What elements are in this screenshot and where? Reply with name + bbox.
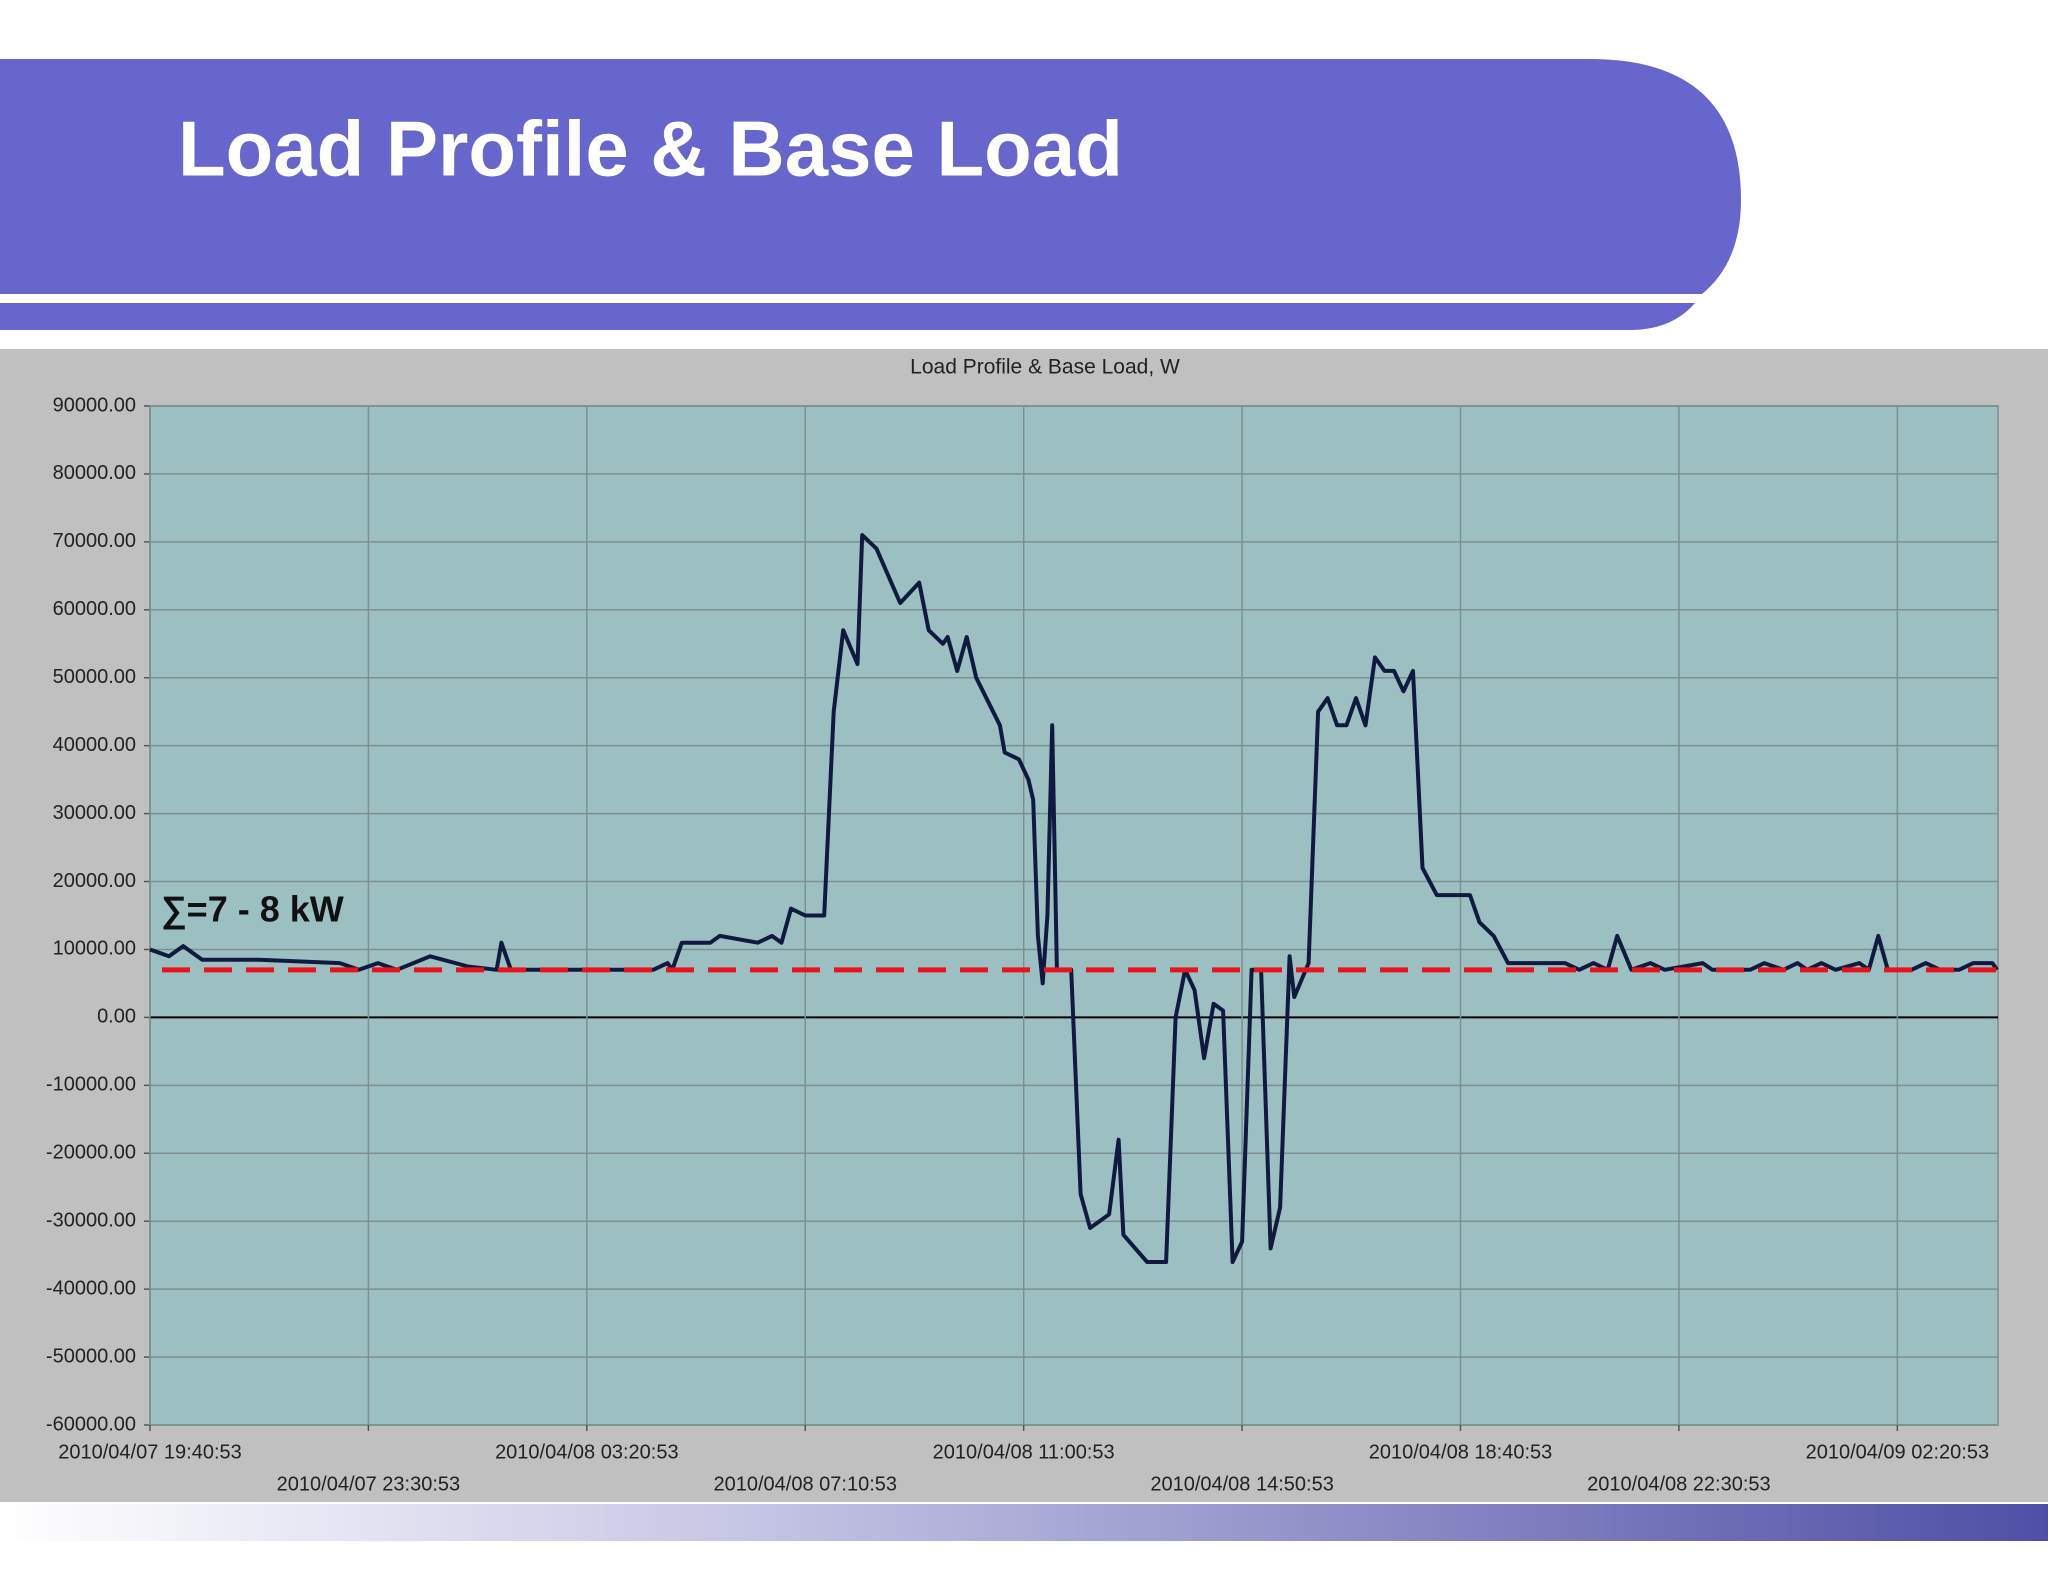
y-tick-label: 60000.00 <box>53 598 136 620</box>
y-tick-label: 70000.00 <box>53 530 136 552</box>
y-tick-label: -60000.00 <box>46 1413 136 1435</box>
title-banner <box>0 59 1741 294</box>
plot-area <box>149 405 1999 1426</box>
y-tick-label: 0.00 <box>97 1006 136 1028</box>
y-tick-label: -20000.00 <box>46 1142 136 1164</box>
chart: Load Profile & Base Load, W -60000.00 -50… <box>46 356 1999 1495</box>
annotation: ∑=7 - 8 kW <box>161 888 344 929</box>
x-tick-label: 2010/04/08 14:50:53 <box>1150 1473 1334 1495</box>
y-tick-label: 20000.00 <box>53 870 136 892</box>
title-stripe <box>0 303 1695 330</box>
y-tick-label: -30000.00 <box>46 1209 136 1231</box>
x-tick-label: 2010/04/07 23:30:53 <box>277 1473 461 1495</box>
y-tick-label: 50000.00 <box>53 666 136 688</box>
chart-title: Load Profile & Base Load, W <box>910 356 1180 379</box>
x-tick-label: 2010/04/08 11:00:53 <box>933 1441 1115 1463</box>
y-tick-label: -10000.00 <box>46 1074 136 1096</box>
x-tick-label: 2010/04/08 22:30:53 <box>1587 1473 1771 1495</box>
x-tick-label: 2010/04/08 03:20:53 <box>495 1441 679 1463</box>
y-tick-label: 80000.00 <box>53 462 136 484</box>
y-tick-label: 10000.00 <box>53 938 136 960</box>
x-tick-label: 2010/04/08 07:10:53 <box>713 1473 897 1495</box>
footer-bar <box>0 1504 2048 1541</box>
y-tick-label: 90000.00 <box>53 394 136 416</box>
x-tick-label: 2010/04/08 18:40:53 <box>1369 1441 1553 1463</box>
x-tick-label: 2010/04/07 19:40:53 <box>58 1441 242 1463</box>
x-tick-label: 2010/04/09 02:20:53 <box>1806 1441 1990 1463</box>
y-tick-label: 30000.00 <box>53 802 136 824</box>
slide-title: Load Profile & Base Load <box>178 105 1123 193</box>
y-tick-label: -40000.00 <box>46 1277 136 1299</box>
y-tick-label: -50000.00 <box>46 1345 136 1367</box>
y-tick-label: 40000.00 <box>53 734 136 756</box>
